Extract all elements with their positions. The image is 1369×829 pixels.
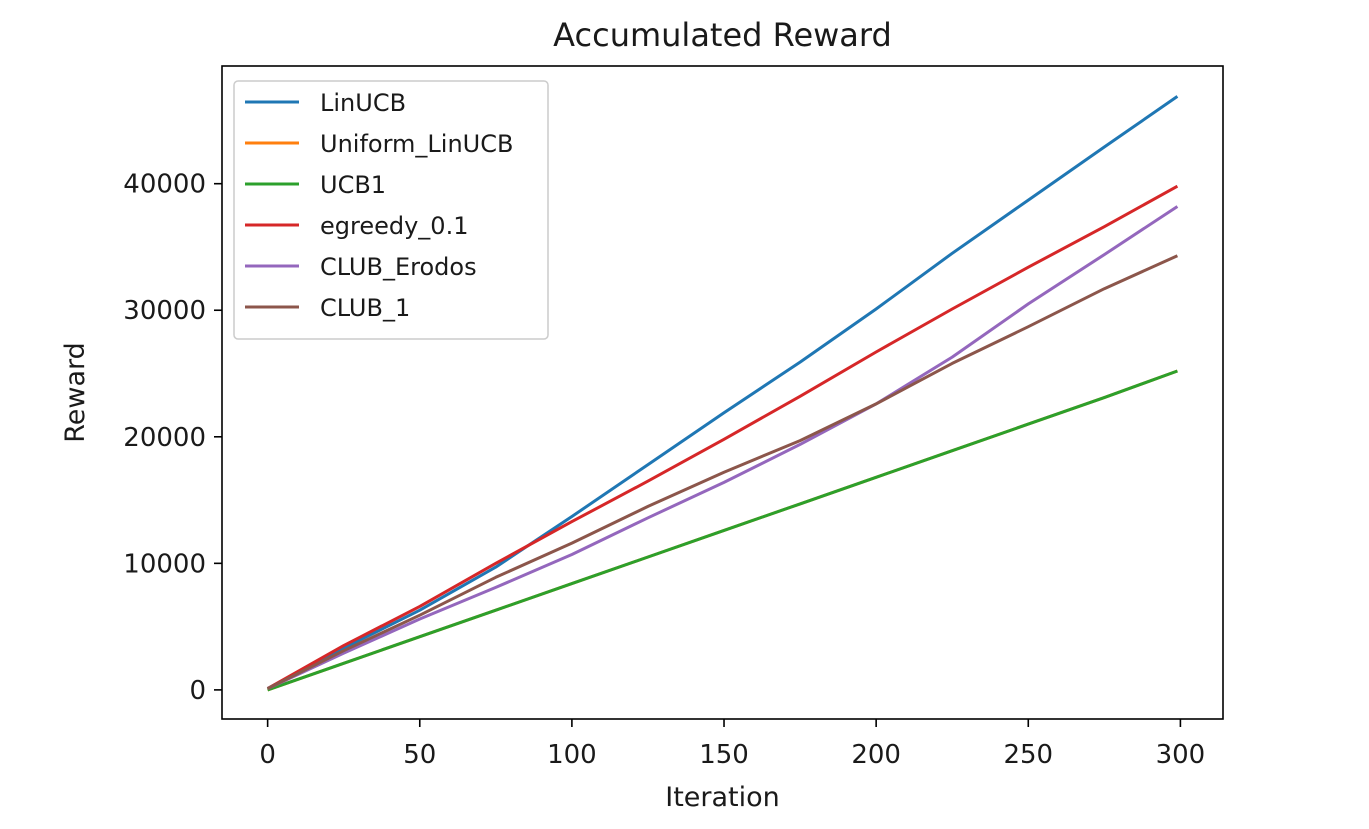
x-tick-label: 50: [403, 740, 436, 770]
y-tick-label: 10000: [123, 549, 206, 579]
legend-label: LinUCB: [320, 89, 406, 117]
x-tick-label: 100: [547, 740, 597, 770]
y-tick-label: 30000: [123, 296, 206, 326]
series-layer: [266, 95, 1179, 692]
legend-label: Uniform_LinUCB: [320, 130, 513, 158]
x-tick-label: 200: [851, 740, 901, 770]
legend: LinUCB Uniform_LinUCB UCB1 egreedy_0.1 CLUB_…: [233, 80, 549, 340]
legend-label: egreedy_0.1: [320, 212, 468, 240]
x-tick-label: 150: [699, 740, 749, 770]
series-line-1: [266, 95, 1179, 690]
x-tick-label: 300: [1156, 740, 1206, 770]
y-tick-label: 0: [189, 676, 206, 706]
series-line-4: [266, 184, 1179, 690]
legend-label: CLUB_1: [320, 294, 410, 322]
series-line-5: [266, 205, 1179, 690]
legend-box: [233, 80, 549, 340]
legend-label: UCB1: [320, 171, 386, 199]
legend-label: CLUB_Erodos: [320, 253, 477, 281]
x-tick-label: 0: [259, 740, 276, 770]
y-tick-label: 20000: [123, 423, 206, 453]
y-axis-label: Reward: [60, 342, 91, 443]
axes-layer: 0 50 100 150 200 250 300 0 10000 20000 30000 40000: [123, 65, 1224, 770]
plot-frame: [221, 65, 1224, 720]
chart-title: Accumulated Reward: [553, 16, 892, 54]
series-line-3: [267, 369, 1178, 692]
series-line-6: [266, 254, 1179, 690]
x-axis-label: Iteration: [665, 782, 780, 813]
x-tick-label: 250: [1003, 740, 1053, 770]
y-tick-label: 40000: [123, 170, 206, 200]
